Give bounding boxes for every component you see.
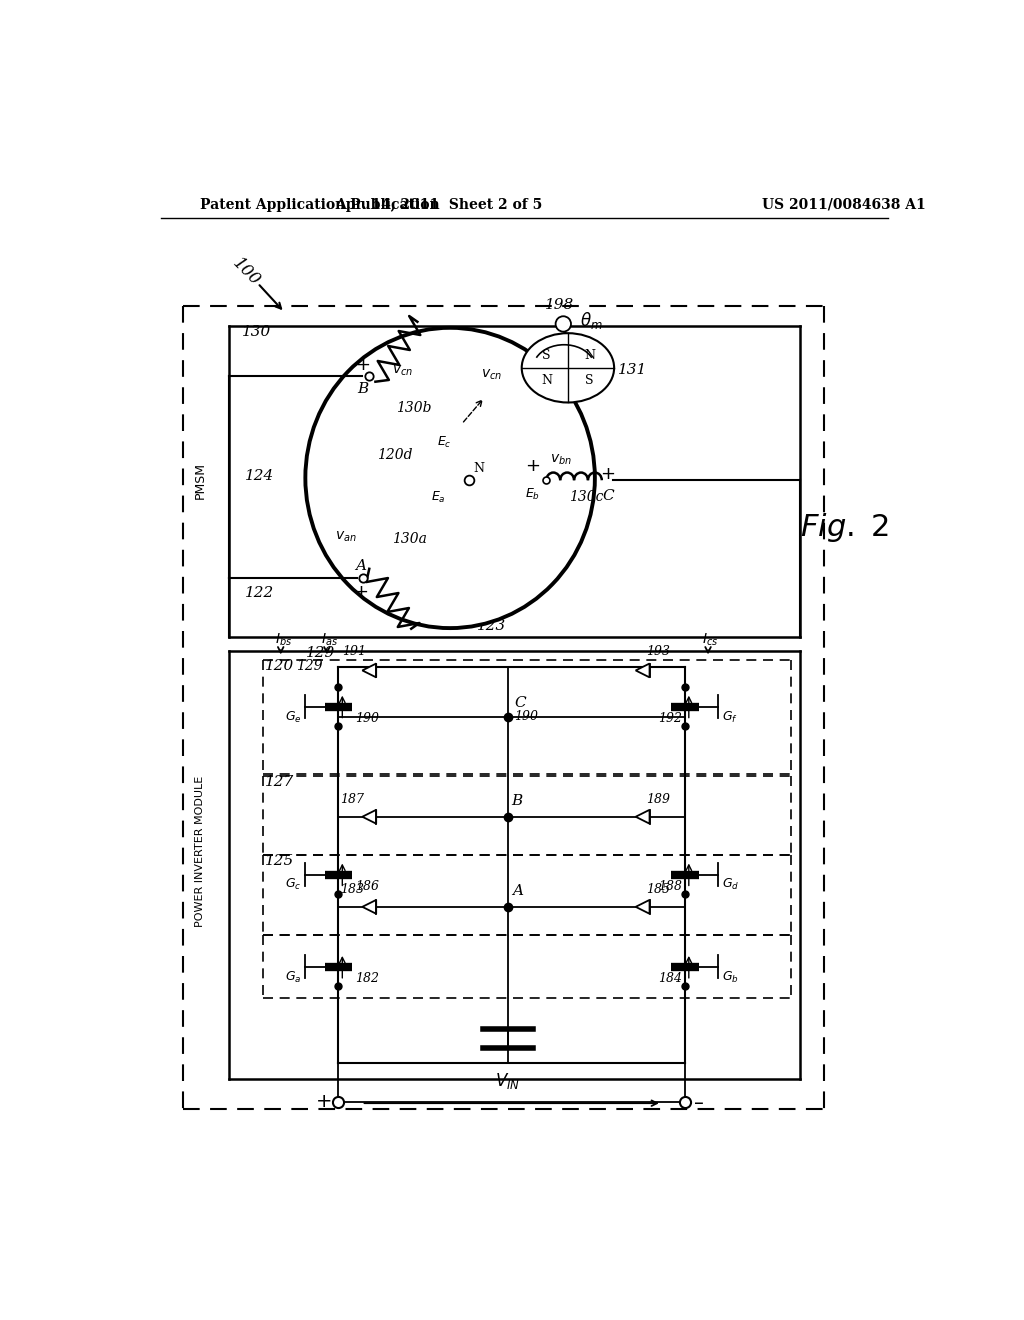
Text: PMSM: PMSM <box>194 462 207 499</box>
Text: $v_{cn}$: $v_{cn}$ <box>481 368 502 383</box>
Text: 130a: 130a <box>392 532 427 546</box>
Text: $G_b$: $G_b$ <box>722 970 738 985</box>
Text: $E_c$: $E_c$ <box>437 434 452 450</box>
Text: 190: 190 <box>355 711 380 725</box>
Text: $\mathit{Fig.}\ 2$: $\mathit{Fig.}\ 2$ <box>801 511 890 544</box>
Text: C: C <box>514 697 525 710</box>
Text: –: – <box>694 1094 703 1113</box>
Text: 185: 185 <box>646 883 671 896</box>
Text: $G_c$: $G_c$ <box>285 878 301 892</box>
Text: 191: 191 <box>342 645 366 659</box>
Ellipse shape <box>521 333 614 403</box>
Text: $E_b$: $E_b$ <box>525 487 540 502</box>
Text: +: + <box>525 458 540 475</box>
Text: 122: 122 <box>245 586 273 601</box>
Text: 184: 184 <box>658 973 682 985</box>
Text: 120: 120 <box>265 660 295 673</box>
Text: POWER INVERTER MODULE: POWER INVERTER MODULE <box>195 776 205 927</box>
Text: 130b: 130b <box>396 401 432 416</box>
Text: $v_{an}$: $v_{an}$ <box>335 529 356 544</box>
Text: $\theta_m$: $\theta_m$ <box>581 310 603 331</box>
Text: +: + <box>355 356 371 374</box>
Circle shape <box>556 317 571 331</box>
Text: 130: 130 <box>243 325 271 338</box>
Text: 130c: 130c <box>569 490 604 504</box>
Polygon shape <box>636 664 649 677</box>
Text: $V_{IN}$: $V_{IN}$ <box>496 1072 520 1092</box>
Text: 124: 124 <box>245 470 273 483</box>
Text: $G_a$: $G_a$ <box>285 970 301 985</box>
Text: N: N <box>584 348 595 362</box>
Ellipse shape <box>305 327 595 628</box>
Text: $I_{cs}$: $I_{cs}$ <box>701 631 718 648</box>
Text: $G_e$: $G_e$ <box>285 710 301 725</box>
Text: $v_{cn}$: $v_{cn}$ <box>392 364 414 379</box>
Polygon shape <box>362 664 376 677</box>
Text: S: S <box>542 348 551 362</box>
Text: US 2011/0084638 A1: US 2011/0084638 A1 <box>762 198 926 211</box>
Polygon shape <box>362 810 376 824</box>
Text: 193: 193 <box>646 645 671 659</box>
Text: N: N <box>473 462 484 475</box>
Text: C: C <box>602 488 613 503</box>
Text: 186: 186 <box>355 880 380 892</box>
Text: 182: 182 <box>355 973 380 985</box>
Text: 123: 123 <box>477 619 506 632</box>
Text: 100: 100 <box>228 255 263 289</box>
Text: 120d: 120d <box>377 447 413 462</box>
Text: +: + <box>353 583 369 601</box>
Text: 125: 125 <box>265 854 295 869</box>
Text: +: + <box>316 1092 333 1111</box>
Text: Apr. 14, 2011  Sheet 2 of 5: Apr. 14, 2011 Sheet 2 of 5 <box>335 198 542 211</box>
Text: B: B <box>357 383 369 396</box>
Text: 131: 131 <box>617 363 647 378</box>
Text: N: N <box>541 374 552 387</box>
Text: 127: 127 <box>265 775 295 789</box>
Text: 129: 129 <box>296 660 323 673</box>
Text: $I_{bs}$: $I_{bs}$ <box>274 631 292 648</box>
Text: A: A <box>355 558 367 573</box>
Text: A: A <box>512 884 522 899</box>
Polygon shape <box>362 900 376 913</box>
Text: 190: 190 <box>514 710 538 723</box>
Polygon shape <box>636 810 649 824</box>
Text: 189: 189 <box>646 793 671 807</box>
Text: 192: 192 <box>658 711 682 725</box>
Text: 187: 187 <box>340 793 365 807</box>
Text: $G_d$: $G_d$ <box>722 878 739 892</box>
Text: 198: 198 <box>545 297 574 312</box>
Text: +: + <box>600 465 615 483</box>
Text: $v_{bn}$: $v_{bn}$ <box>550 453 572 467</box>
Text: $I_{as}$: $I_{as}$ <box>321 631 338 648</box>
Text: $E_a$: $E_a$ <box>431 490 445 506</box>
Text: Patent Application Publication: Patent Application Publication <box>200 198 439 211</box>
Text: S: S <box>586 374 594 387</box>
Text: B: B <box>512 795 523 808</box>
Text: 188: 188 <box>658 880 682 892</box>
Polygon shape <box>636 900 649 913</box>
Text: 183: 183 <box>340 883 365 896</box>
Text: $G_f$: $G_f$ <box>722 710 738 725</box>
Text: 129: 129 <box>306 647 336 660</box>
